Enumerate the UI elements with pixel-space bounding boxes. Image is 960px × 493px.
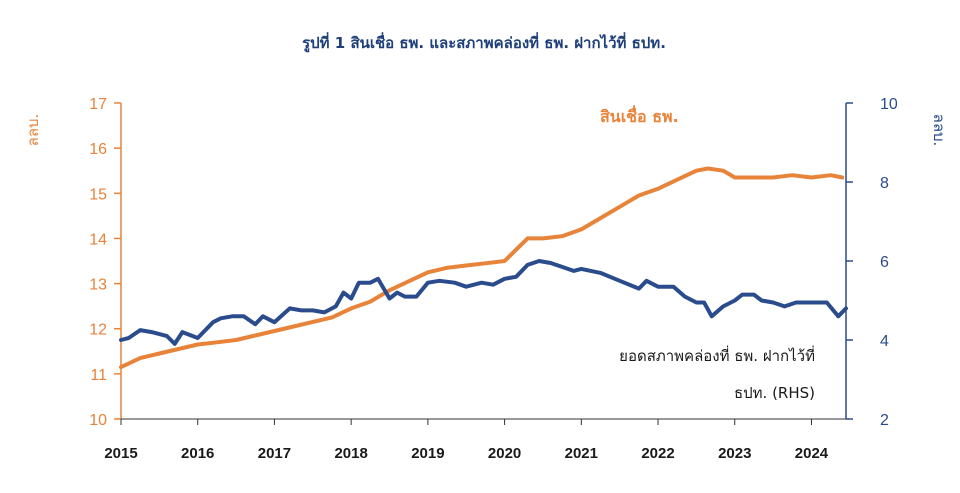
series-line-liquidity <box>119 259 848 346</box>
liquidity-series-label-line1: ยอดสภาพคล่องที่ ธพ. ฝากไว้ที่ <box>619 345 815 365</box>
right-tick-label: 10 <box>880 96 898 113</box>
x-tick-label: 2018 <box>334 445 367 462</box>
x-tick-label: 2017 <box>258 445 291 462</box>
left-tick-label: 15 <box>89 186 107 203</box>
right-axis-ticks: 2 4 6 8 10 <box>846 96 898 429</box>
left-tick-label: 11 <box>90 367 107 384</box>
loans-series-label: สินเชื่อ ธพ. <box>600 105 679 126</box>
x-axis-ticks: 2015 2016 2017 2018 2019 2020 2021 2022 2023 2024 <box>104 419 829 462</box>
right-tick-label: 6 <box>880 254 889 271</box>
left-axis-unit: ลลบ. <box>24 114 42 147</box>
left-axis-ticks: 10 11 12 13 14 15 16 17 <box>89 96 121 429</box>
x-tick-label: 2020 <box>488 445 521 462</box>
left-tick-label: 16 <box>89 141 107 158</box>
left-tick-label: 14 <box>89 231 107 248</box>
x-tick-label: 2022 <box>641 445 674 462</box>
left-tick-label: 10 <box>89 412 107 429</box>
right-tick-label: 8 <box>880 175 889 192</box>
left-tick-label: 17 <box>89 96 107 113</box>
left-tick-label: 12 <box>89 322 107 339</box>
right-tick-label: 2 <box>880 412 889 429</box>
series-line-loans <box>119 166 845 370</box>
x-tick-label: 2021 <box>565 445 598 462</box>
x-tick-label: 2024 <box>795 445 829 462</box>
x-tick-label: 2016 <box>181 445 214 462</box>
right-axis-unit: ลลบ. <box>930 114 948 147</box>
x-tick-label: 2019 <box>411 445 444 462</box>
x-tick-label: 2015 <box>104 445 137 462</box>
liquidity-series-label-line2: ธปท. (RHS) <box>734 384 815 402</box>
x-tick-label: 2023 <box>718 445 751 462</box>
left-tick-label: 13 <box>89 277 107 294</box>
chart-title: รูปที่ 1 สินเชื่อ ธพ. และสภาพคล่องที่ ธพ… <box>302 32 666 53</box>
right-tick-label: 4 <box>880 333 889 350</box>
